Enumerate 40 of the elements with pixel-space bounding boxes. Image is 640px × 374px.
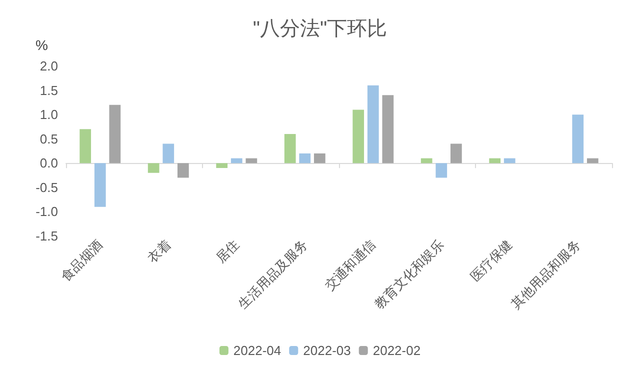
y-tick-label: 1.0 [40, 107, 58, 122]
bar [314, 153, 326, 164]
y-tick-label: 0.5 [40, 131, 58, 146]
y-tick-label: -0.5 [36, 180, 58, 195]
legend-label: 2022-04 [233, 343, 282, 358]
bar [284, 134, 296, 164]
y-axis-title: % [36, 37, 48, 53]
bar [382, 95, 394, 164]
bar [299, 153, 311, 164]
bar [450, 144, 462, 164]
bar [572, 114, 584, 164]
x-tick-label: 食品烟酒 [58, 236, 106, 284]
bar [80, 129, 92, 164]
bar [148, 163, 160, 173]
y-tick-label: 2.0 [40, 58, 58, 74]
y-tick-label: -1.0 [36, 204, 58, 220]
bar [177, 163, 189, 178]
bar [94, 163, 106, 207]
bar [367, 85, 379, 164]
bar [216, 163, 228, 168]
y-tick-label: 0.0 [40, 156, 58, 171]
x-tick-label: 交通和通信 [322, 236, 378, 294]
y-tick-label: -1.5 [36, 228, 58, 244]
x-tick-label: 居住 [212, 236, 242, 266]
bar [489, 158, 501, 164]
legend-label: 2022-03 [303, 343, 351, 358]
bar [436, 163, 448, 178]
bar [420, 158, 432, 164]
bar [586, 158, 598, 164]
chart-title: "八分法"下环比 [252, 18, 388, 40]
bar [504, 158, 516, 164]
x-tick-label: 衣着 [144, 236, 174, 266]
bar [246, 158, 258, 164]
bar [162, 144, 174, 164]
x-tick-label: 医疗保健 [468, 236, 515, 284]
y-tick-label: 1.5 [40, 82, 58, 98]
legend-label: 2022-02 [372, 343, 421, 358]
bar [109, 104, 121, 164]
bar [352, 110, 364, 164]
bar [230, 158, 242, 164]
